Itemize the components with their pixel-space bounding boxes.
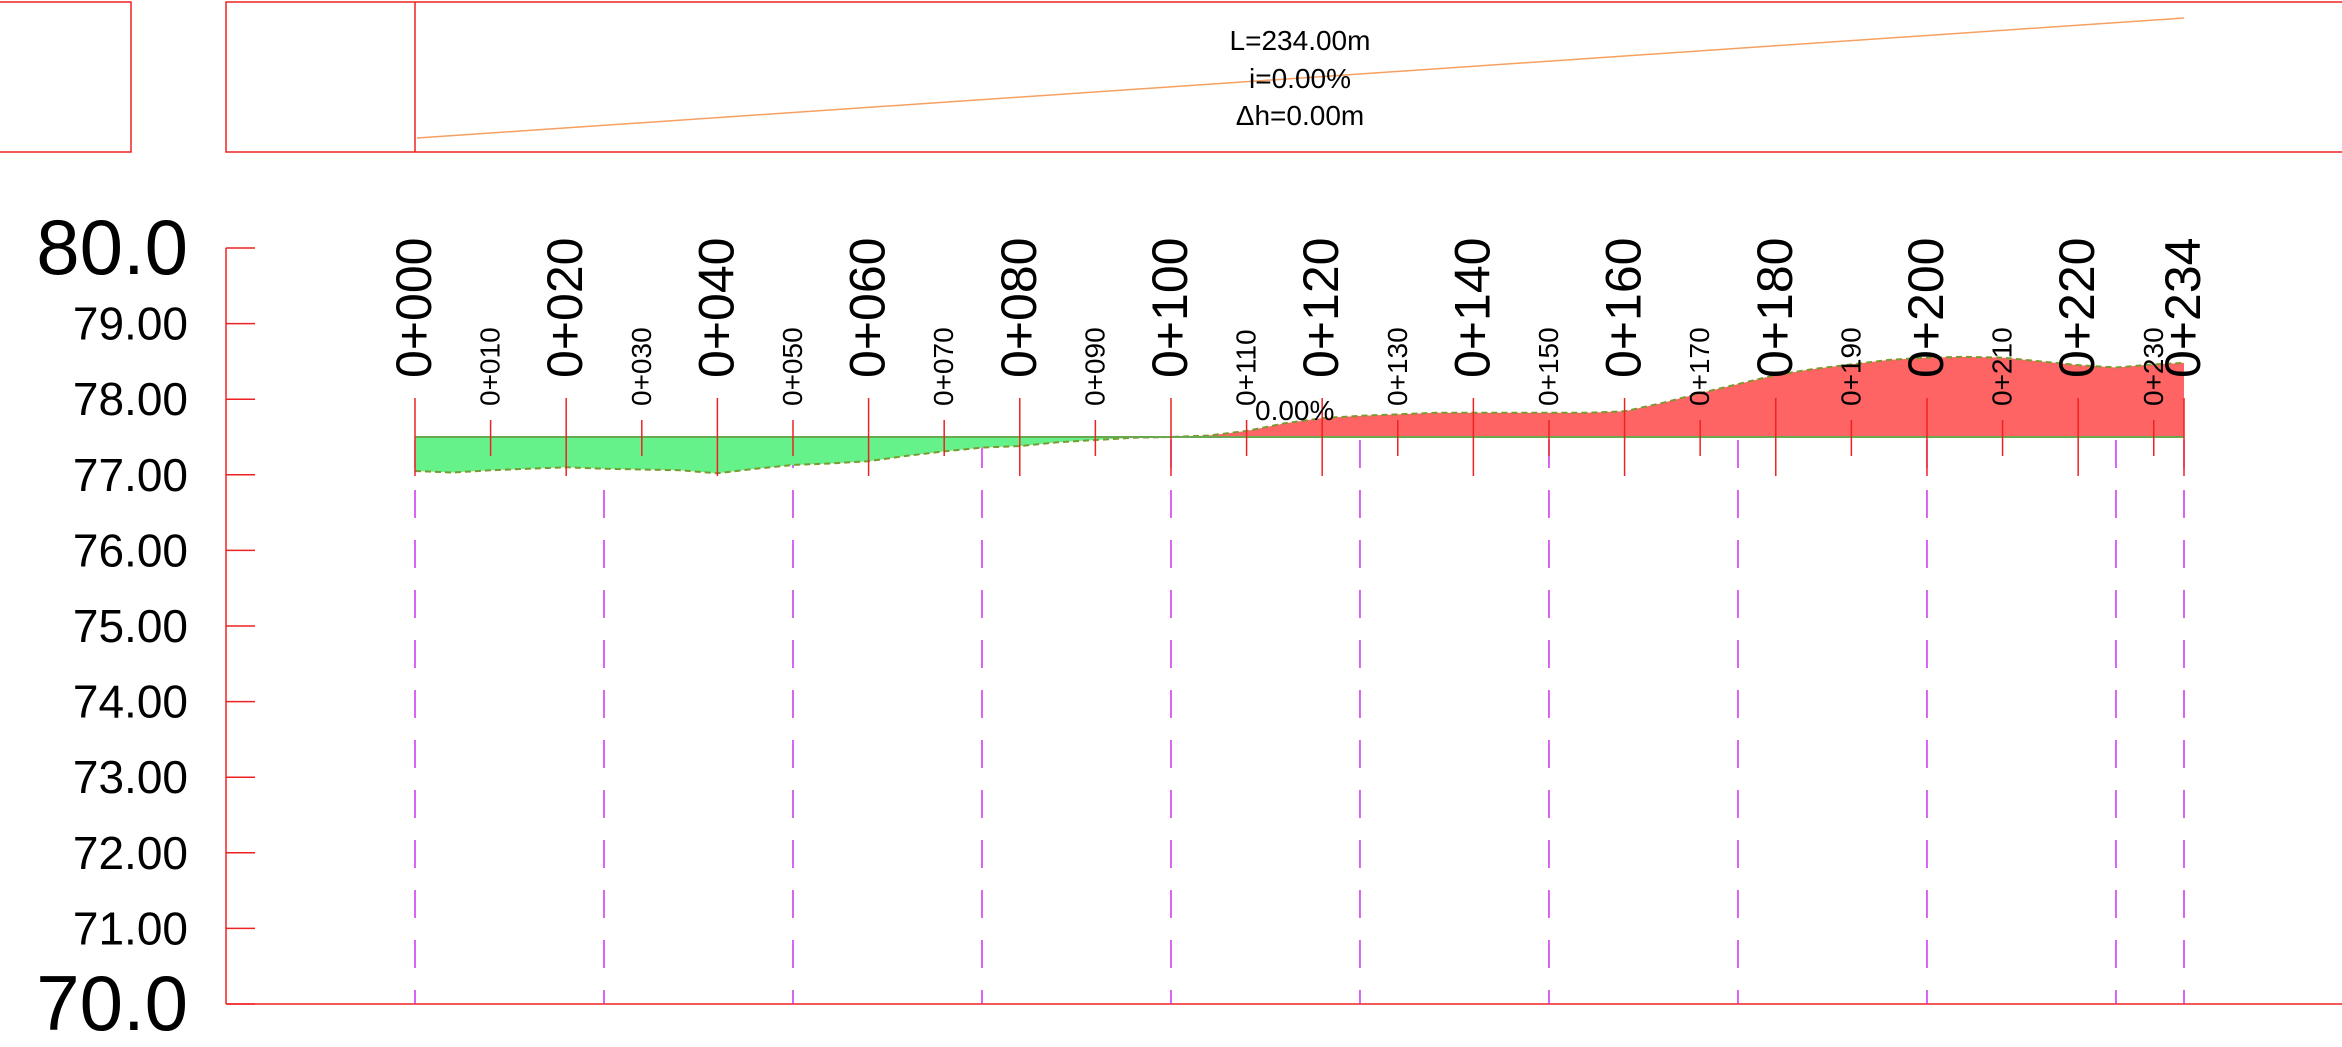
- grade-length-label: L=234.00m: [1230, 25, 1371, 56]
- minor-station-label: 0+070: [928, 327, 959, 406]
- minor-station-label: 0+030: [626, 327, 657, 406]
- major-station-label: 0+000: [386, 238, 442, 378]
- y-tick-label: 71.00: [73, 902, 188, 954]
- left-legend-box: [0, 2, 131, 152]
- y-tick-label: 74.00: [73, 676, 188, 728]
- major-station-label: 0+180: [1747, 238, 1803, 378]
- minor-station-label: 0+150: [1533, 327, 1564, 406]
- grade-percent-label: i=0.00%: [1249, 63, 1351, 94]
- y-tick-label: 78.00: [73, 373, 188, 425]
- major-station-label: 0+120: [1293, 238, 1349, 378]
- y-tick-label: 79.00: [73, 298, 188, 350]
- major-station-label: 0+160: [1596, 238, 1652, 378]
- y-tick-label: 75.00: [73, 600, 188, 652]
- y-tick-label: 76.00: [73, 524, 188, 576]
- design-grade-label: 0.00%: [1255, 395, 1334, 426]
- minor-station-label: 0+050: [777, 327, 808, 406]
- minor-station-label: 0+090: [1079, 327, 1110, 406]
- major-station-label: 0+060: [840, 238, 896, 378]
- major-station-label: 0+200: [1898, 238, 1954, 378]
- y-tick-label: 70.0: [36, 959, 188, 1047]
- y-tick-label: 73.00: [73, 751, 188, 803]
- minor-station-label: 0+230: [2138, 327, 2169, 406]
- major-station-label: 0+100: [1142, 238, 1198, 378]
- major-station-label: 0+020: [537, 238, 593, 378]
- grade-delta-h-label: Δh=0.00m: [1236, 100, 1364, 131]
- minor-station-label: 0+210: [1987, 327, 2018, 406]
- major-station-label: 0+220: [2049, 238, 2105, 378]
- minor-station-label: 0+190: [1835, 327, 1866, 406]
- y-axis-ticks: 80.0 79.00 78.00 77.00 76.00 75.00 74.00 73.00 7…: [36, 203, 255, 1047]
- grade-info-panel: L=234.00m i=0.00% Δh=0.00m: [0, 2, 2342, 152]
- y-tick-label: 72.00: [73, 827, 188, 879]
- major-station-label: 0+080: [991, 238, 1047, 378]
- major-station-label: 0+040: [688, 238, 744, 378]
- minor-station-label: 0+170: [1684, 327, 1715, 406]
- minor-station-label: 0+010: [475, 327, 506, 406]
- y-tick-label: 77.00: [73, 449, 188, 501]
- major-station-label: 0+140: [1444, 238, 1500, 378]
- y-tick-label: 80.0: [36, 203, 188, 291]
- minor-station-label: 0+130: [1382, 327, 1413, 406]
- station-dash-lines: [415, 440, 2184, 1004]
